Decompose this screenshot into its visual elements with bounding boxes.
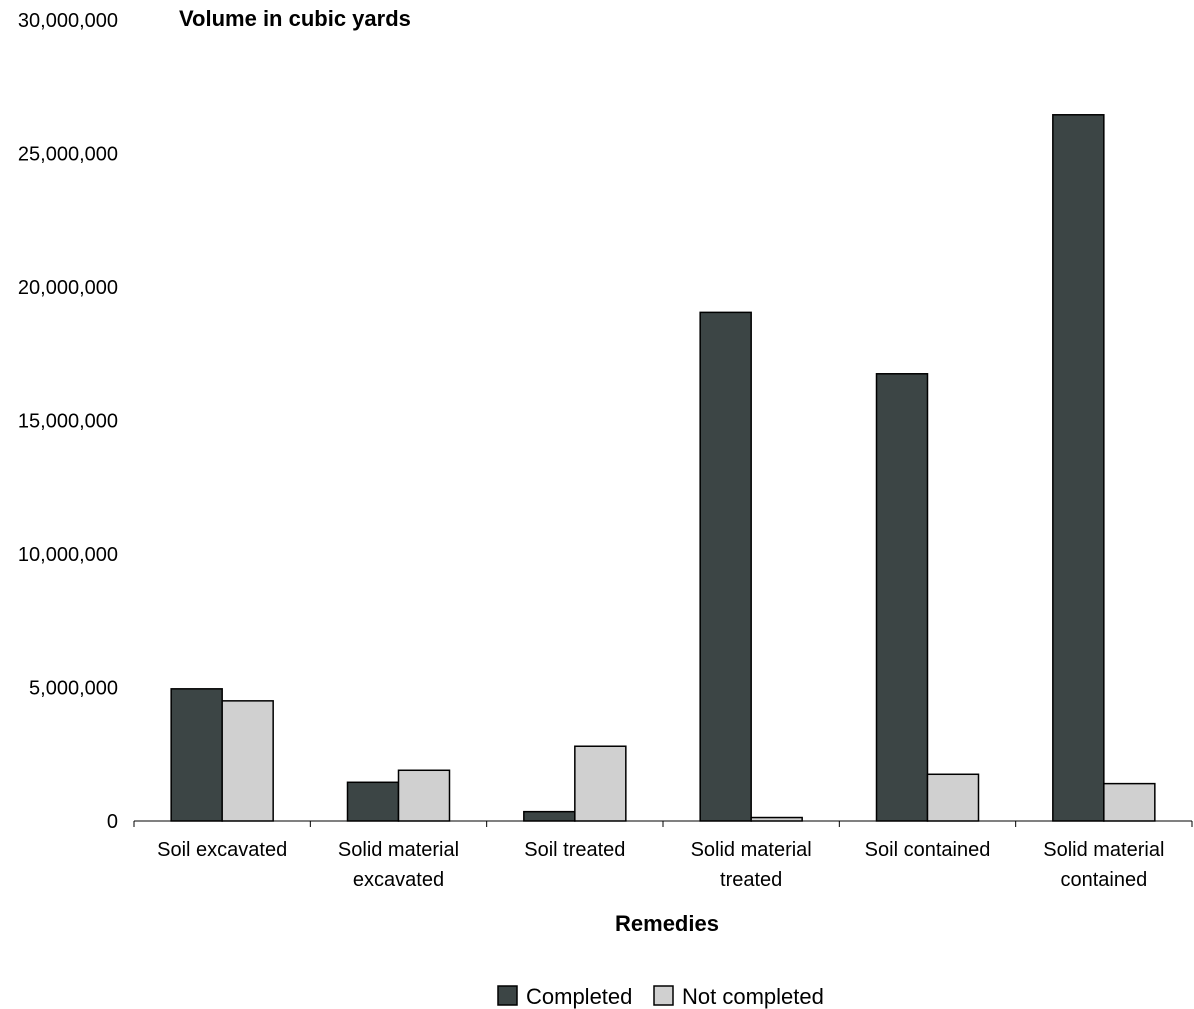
- x-category-label: Soil contained: [865, 839, 991, 861]
- y-tick-label: 20,000,000: [18, 277, 118, 299]
- y-axis-title: Volume in cubic yards: [179, 6, 411, 31]
- legend-swatch: [497, 985, 518, 1006]
- bar-not-completed: [1103, 782, 1156, 822]
- bar-completed: [523, 810, 576, 822]
- bar-completed: [699, 311, 752, 822]
- bar-not-completed: [750, 816, 803, 822]
- legend-label: Completed: [526, 984, 632, 1009]
- y-tick-label: 0: [107, 811, 118, 833]
- y-tick-label: 10,000,000: [18, 544, 118, 566]
- y-axis-ticks: 0 5,000,000 10,000,000 15,000,000 20,000,000…: [18, 10, 118, 833]
- x-category-label: Soil treated: [524, 839, 625, 861]
- bar-completed: [1052, 114, 1105, 822]
- y-tick-label: 25,000,000: [18, 144, 118, 166]
- x-category-label: Soil excavated: [157, 839, 287, 861]
- y-tick-label: 5,000,000: [29, 678, 118, 700]
- bar-completed: [346, 781, 400, 822]
- bar-completed: [875, 373, 929, 822]
- x-axis-ticks: [133, 821, 1193, 827]
- legend: Completed Not completed: [497, 984, 824, 1009]
- x-axis-title: Remedies: [615, 911, 719, 936]
- legend-label: Not completed: [682, 984, 824, 1009]
- bars: [170, 114, 1156, 822]
- y-tick-label: 30,000,000: [18, 10, 118, 32]
- x-category-label: Solid material excavated: [338, 839, 459, 891]
- legend-swatch: [653, 985, 674, 1006]
- bar-not-completed: [926, 773, 980, 822]
- x-category-label: Solid material contained: [1043, 839, 1164, 891]
- y-tick-label: 15,000,000: [18, 411, 118, 433]
- x-axis-category-labels: Soil excavated Solid material excavated Soi…: [157, 839, 1164, 891]
- bar-not-completed: [574, 745, 627, 822]
- bar-completed: [170, 688, 223, 822]
- bar-not-completed: [397, 769, 451, 822]
- bar-not-completed: [221, 700, 274, 822]
- x-category-label: Solid material treated: [691, 839, 812, 891]
